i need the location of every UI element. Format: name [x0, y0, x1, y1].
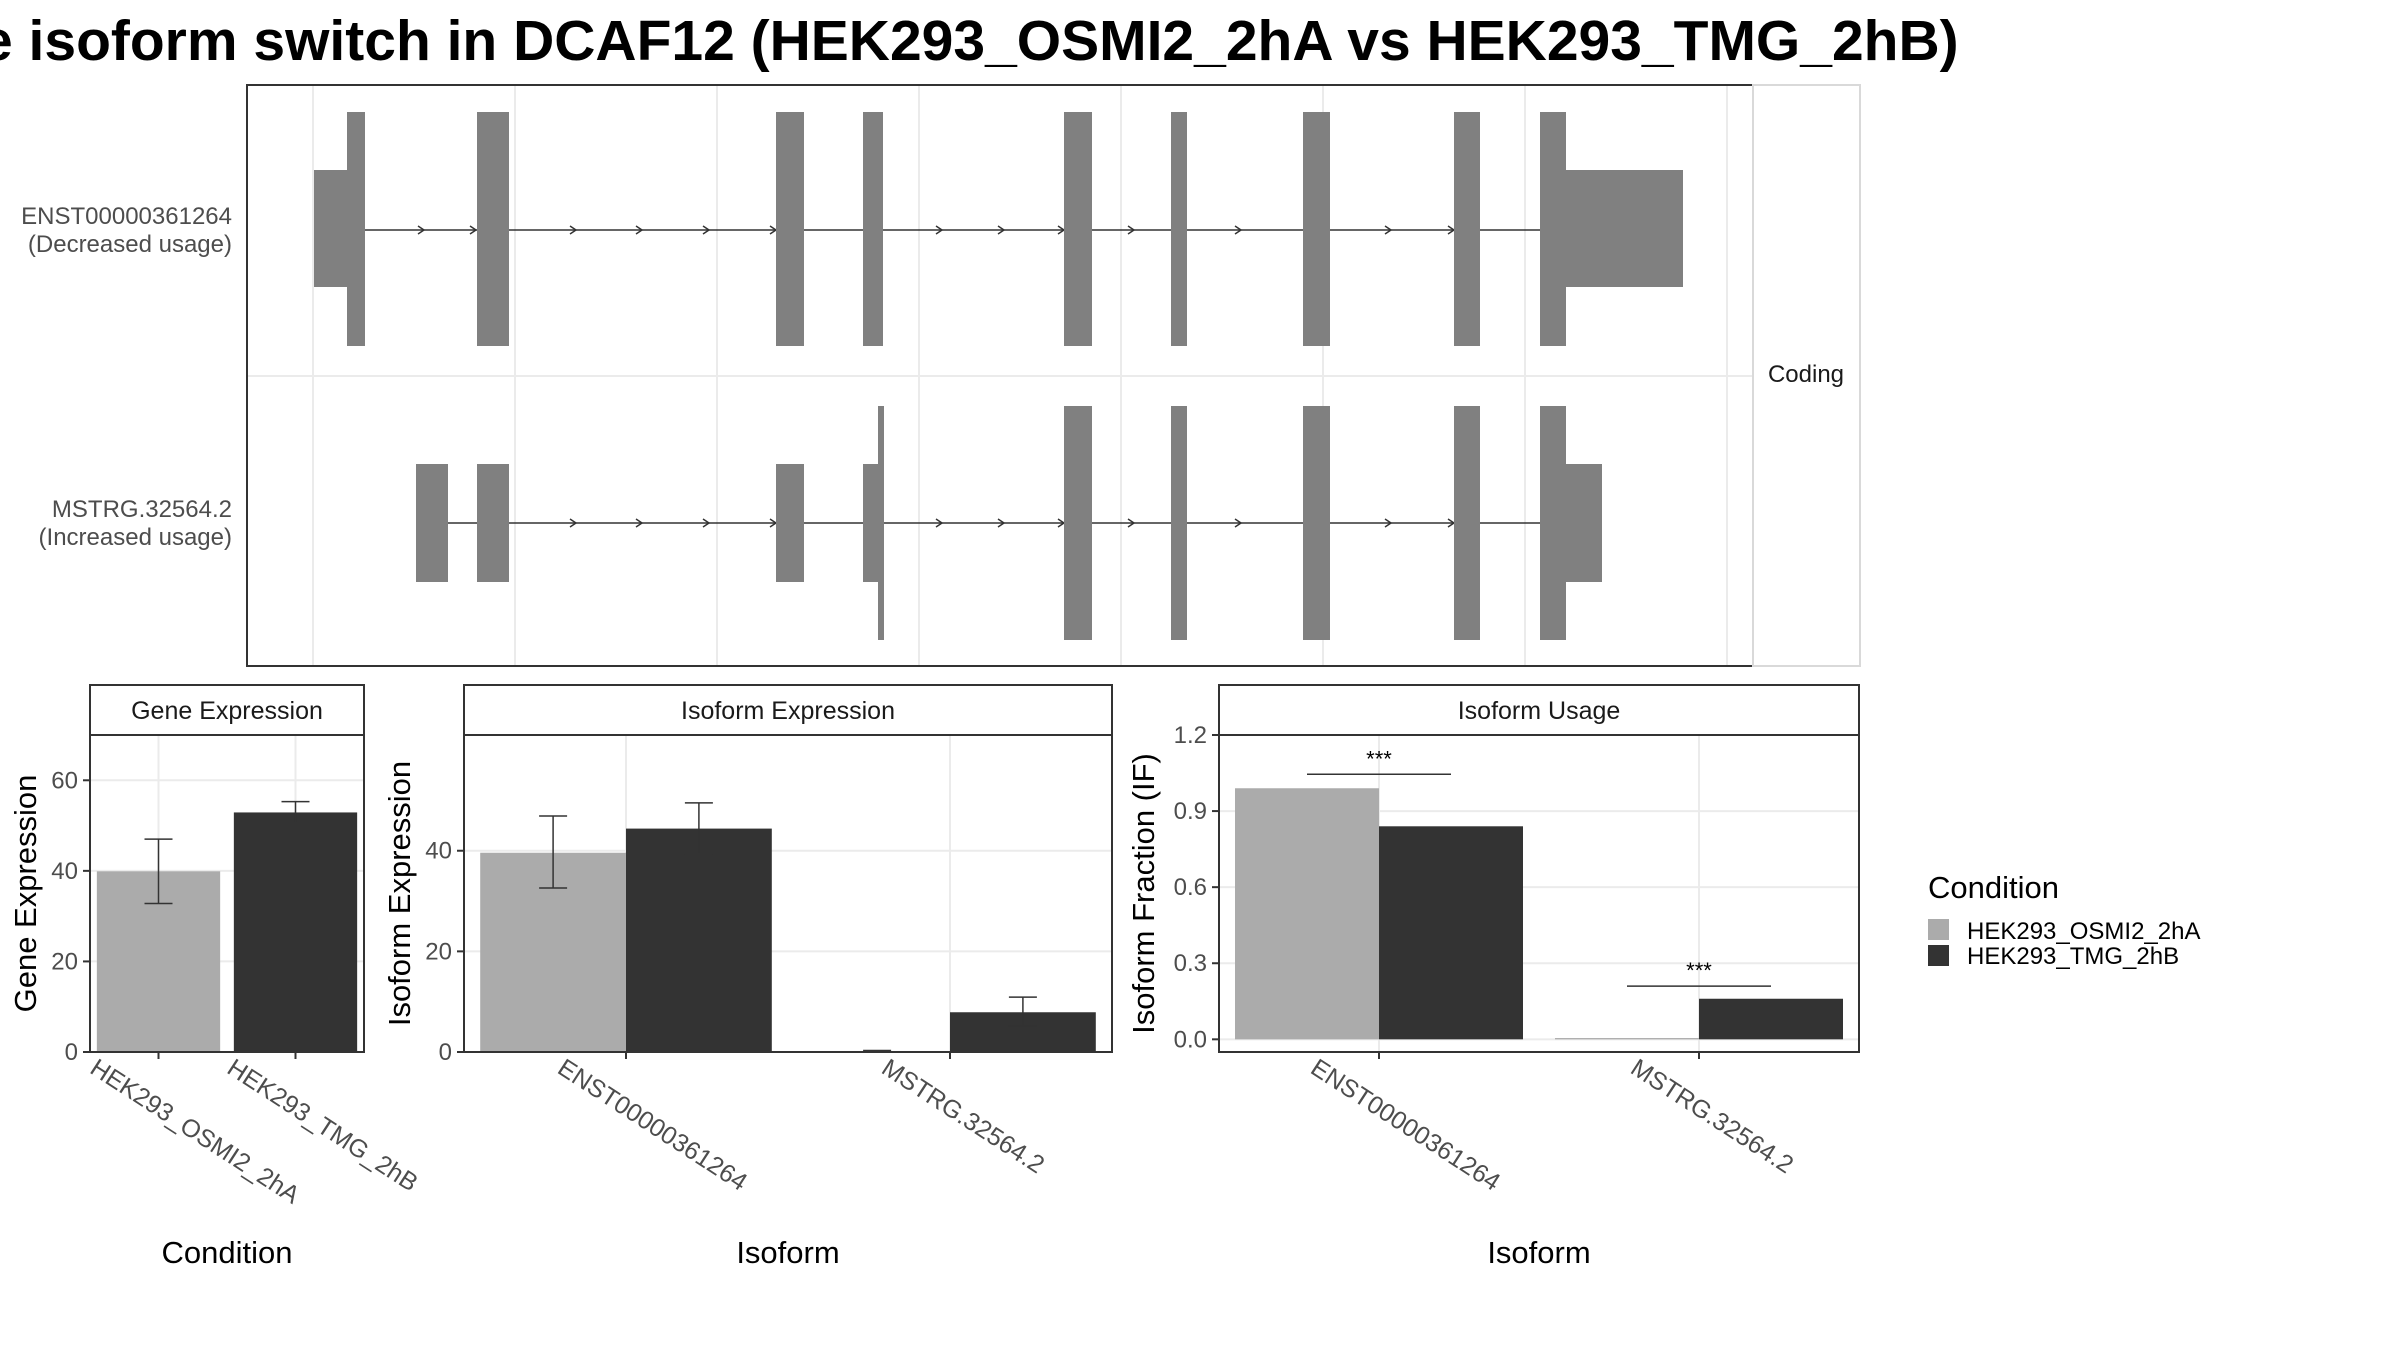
x-axis-label: Isoform: [1487, 1235, 1590, 1270]
strip-label: Isoform Expression: [681, 697, 895, 725]
legend-label-condition-a: HEK293_OSMI2_2hA: [1967, 918, 2200, 945]
y-tick-label: 60: [51, 767, 78, 794]
exon: [477, 112, 509, 346]
exon: [314, 170, 348, 287]
y-axis-label: Isoform Fraction (IF): [1126, 753, 1161, 1034]
y-axis-label: Isoform Expression: [382, 761, 417, 1026]
exon: [863, 112, 883, 346]
structure-panel: Coding ENST00000361264 (Decreased usage)…: [21, 84, 1861, 667]
exon: [1064, 112, 1092, 346]
exon: [1565, 464, 1602, 582]
legend-title: Condition: [1928, 870, 2059, 905]
exon: [477, 464, 509, 582]
isoform-note-enst00000361264: (Decreased usage): [28, 231, 232, 258]
exon: [1303, 112, 1330, 346]
bar: [1235, 788, 1379, 1040]
structure-strip: [1752, 84, 1861, 667]
exon: [1303, 406, 1330, 640]
y-tick-label: 0: [65, 1039, 78, 1066]
y-tick-label: 0.3: [1174, 950, 1207, 977]
bar-panels: 0204060HEK293_OSMI2_2hAHEK293_TMG_2hBGen…: [8, 684, 1860, 1270]
exon: [1064, 406, 1092, 640]
legend-key-condition-b: [1928, 945, 1949, 966]
y-tick-label: 40: [51, 858, 78, 885]
exons: [314, 112, 1683, 346]
panel-gene-expression: 0204060HEK293_OSMI2_2hAHEK293_TMG_2hBGen…: [8, 684, 423, 1270]
y-tick-label: 0.9: [1174, 798, 1207, 825]
strip-label: Gene Expression: [131, 697, 323, 725]
x-axis-label: Isoform: [736, 1235, 839, 1270]
legend: Condition HEK293_OSMI2_2hA HEK293_TMG_2h…: [1928, 870, 2200, 970]
panel-isoform-usage: 0.0 0.3 0.6 0.9 1.2 ENST00000361264 MSTRG.3256…: [1126, 684, 1860, 1270]
exons: [416, 406, 1602, 640]
strip: [89, 684, 365, 736]
x-axis-label: Condition: [162, 1235, 293, 1270]
significance-label: ***: [1686, 958, 1712, 983]
exon: [776, 464, 804, 582]
y-tick-label: 0.0: [1174, 1026, 1207, 1053]
panel-isoform-expression: 0 20 40 ENST00000361264 MSTRG.32564.2 Isoform…: [382, 684, 1113, 1270]
exon: [416, 464, 448, 582]
exon: [878, 406, 884, 640]
isoform-track-enst00000361264: [314, 112, 1683, 346]
exon: [1540, 112, 1566, 346]
bar: [233, 812, 358, 1052]
isoform-note-mstrg-32564-2: (Increased usage): [39, 524, 232, 551]
strip: [463, 684, 1113, 736]
isoform-label-mstrg-32564-2: MSTRG.32564.2: [52, 496, 232, 523]
x-tick-label: ENST00000361264: [553, 1054, 753, 1197]
exon: [776, 112, 804, 346]
strip-label: Isoform Usage: [1458, 697, 1621, 725]
strip: [1218, 684, 1860, 736]
bar: [1379, 826, 1523, 1040]
exon: [1171, 406, 1187, 640]
y-tick-label: 40: [425, 838, 452, 865]
figure-title: The isoform switch in DCAF12 (HEK293_OSM…: [0, 9, 1959, 73]
exon: [1171, 112, 1187, 346]
exon: [1454, 112, 1480, 346]
y-tick-label: 0: [439, 1039, 452, 1066]
significance-label: ***: [1366, 746, 1392, 771]
legend-label-condition-b: HEK293_TMG_2hB: [1967, 943, 2179, 970]
exon: [863, 464, 881, 582]
exon: [1454, 406, 1480, 640]
intron-arrows: [417, 225, 1456, 235]
exon: [1540, 406, 1566, 640]
x-tick-label: MSTRG.32564.2: [1626, 1054, 1799, 1180]
isoform-label-enst00000361264: ENST00000361264: [21, 203, 232, 230]
exon: [1565, 170, 1683, 287]
bar: [626, 828, 772, 1052]
y-tick-label: 0.6: [1174, 874, 1207, 901]
isoform-track-mstrg-32564-2: [416, 406, 1602, 640]
x-tick-label: ENST00000361264: [1306, 1054, 1506, 1197]
structure-grid: [247, 85, 1753, 666]
exon: [347, 112, 365, 346]
y-tick-label: 1.2: [1174, 722, 1207, 749]
y-axis-label: Gene Expression: [8, 775, 43, 1013]
x-tick-label: MSTRG.32564.2: [877, 1054, 1050, 1180]
bar: [1555, 1038, 1699, 1040]
structure-strip-label: Coding: [1768, 361, 1844, 388]
bar: [1699, 998, 1843, 1040]
y-tick-label: 20: [51, 948, 78, 975]
legend-key-condition-a: [1928, 919, 1949, 940]
y-tick-label: 20: [425, 938, 452, 965]
